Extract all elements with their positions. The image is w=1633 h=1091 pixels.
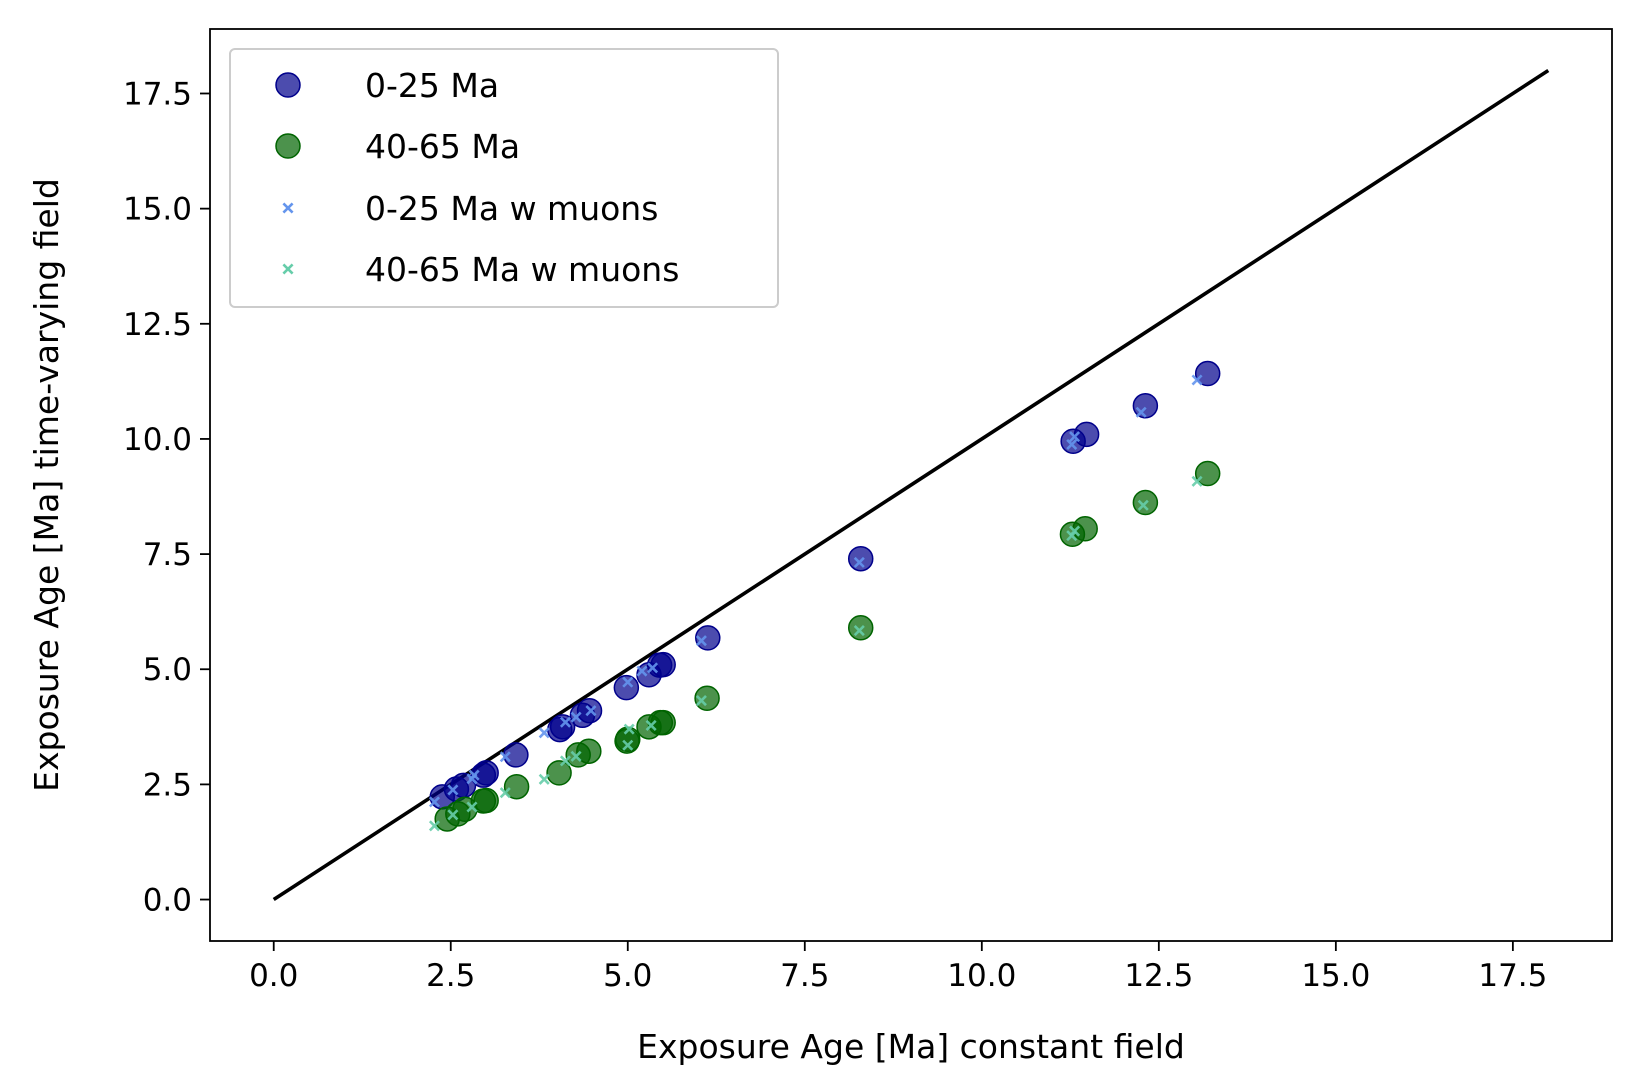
data-point (559, 716, 571, 728)
legend-marker (275, 72, 301, 98)
data-point (1069, 431, 1081, 443)
data-point (1135, 406, 1147, 418)
data-point (694, 685, 720, 712)
data-point (503, 773, 530, 800)
y-tick-label: 2.5 (143, 767, 192, 803)
data-point (1069, 525, 1081, 537)
data-point (466, 801, 478, 813)
x-tick-label: 2.5 (426, 958, 475, 994)
x-tick-label: 17.5 (1478, 958, 1547, 994)
data-point (499, 751, 511, 763)
legend-label: 0-25 Ma (365, 66, 499, 105)
data-point (636, 665, 648, 677)
plot-area-frame (209, 28, 1613, 942)
plot-content (272, 68, 1550, 902)
x-tick-label: 7.5 (780, 958, 829, 994)
data-point (447, 809, 459, 821)
legend: 0-25 Ma 40-65 Ma 0-25 Ma w muons 40-65 Ma w… (229, 48, 779, 308)
data-point (1194, 360, 1221, 387)
data-point (538, 727, 550, 739)
data-point (538, 773, 550, 785)
data-point (622, 676, 634, 688)
data-point (853, 556, 865, 568)
data-point (473, 760, 499, 786)
data-point (847, 545, 874, 572)
x-tick-label: 10.0 (947, 958, 1016, 994)
data-point (1191, 374, 1203, 386)
data-point (559, 755, 571, 767)
data-point (428, 820, 440, 832)
legend-marker (275, 133, 301, 159)
data-point (695, 695, 707, 707)
data-point (1191, 475, 1203, 487)
y-tick-label: 0.0 (143, 883, 192, 919)
y-tick-label: 17.5 (123, 76, 192, 112)
legend-marker (282, 263, 294, 275)
x-tick-label: 15.0 (1301, 958, 1370, 994)
data-point (650, 651, 676, 678)
data-point (576, 738, 602, 764)
data-point (468, 769, 480, 781)
data-point (1194, 460, 1221, 487)
data-point (650, 709, 676, 736)
data-point (622, 739, 634, 751)
y-axis-label: Exposure Age [Ma] time-varying field (27, 178, 66, 792)
legend-label: 40-65 Ma (365, 127, 520, 166)
data-point (447, 784, 459, 796)
data-point (570, 711, 582, 723)
legend-box (229, 48, 779, 308)
legend-label: 40-65 Ma w muons (365, 250, 679, 289)
data-point (647, 662, 659, 674)
series-3 (428, 475, 1203, 832)
data-point (853, 625, 865, 637)
y-tick-label: 5.0 (143, 652, 192, 688)
legend-marker (282, 202, 294, 214)
data-point (695, 625, 721, 651)
legend-label: 0-25 Ma w muons (365, 189, 658, 228)
x-axis: 0.0 2.5 5.0 7.5 10.0 12.5 15.0 17.5 (249, 941, 1547, 994)
data-point (428, 796, 440, 808)
y-tick-label: 7.5 (143, 537, 192, 573)
data-point (1132, 393, 1159, 419)
x-tick-label: 0.0 (249, 958, 298, 994)
data-point (473, 787, 499, 814)
series-2 (428, 374, 1203, 808)
data-point (546, 760, 572, 786)
data-point (613, 674, 640, 701)
data-point (1137, 499, 1149, 511)
x-tick-label: 5.0 (603, 958, 652, 994)
y-tick-label: 15.0 (123, 192, 192, 228)
data-point (645, 719, 657, 731)
data-point (585, 705, 597, 717)
y-tick-label: 12.5 (123, 307, 192, 343)
data-point (1073, 421, 1100, 448)
x-tick-label: 12.5 (1124, 958, 1193, 994)
data-point (499, 787, 511, 799)
data-point (623, 723, 635, 735)
y-tick-label: 10.0 (123, 422, 192, 458)
data-point (695, 635, 707, 647)
data-point (1066, 438, 1078, 450)
y-axis: 0.0 2.5 5.0 7.5 10.0 12.5 15.0 17.5 (123, 76, 210, 919)
x-axis-label: Exposure Age [Ma] constant field (637, 1027, 1185, 1066)
data-point (570, 750, 582, 762)
